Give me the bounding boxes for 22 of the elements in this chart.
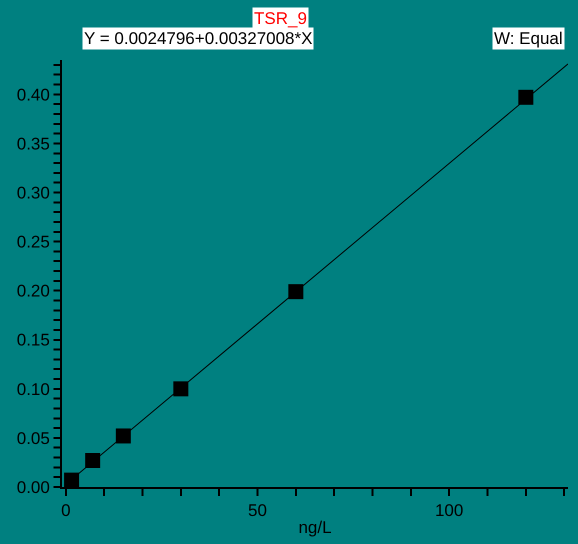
point xyxy=(288,284,304,300)
y-tick-label: 0.15 xyxy=(16,330,50,350)
point xyxy=(173,381,188,396)
y-tick-label: 0.05 xyxy=(16,428,50,448)
text: Y = 0.0024796+0.00327008*X xyxy=(84,29,312,48)
x-tick-label: 50 xyxy=(248,501,267,520)
x-tick-label: 100 xyxy=(434,501,464,520)
y-tick-label: 0.30 xyxy=(16,183,50,202)
text: W: Equal xyxy=(494,29,563,48)
y-tick-label: 0.35 xyxy=(16,134,50,154)
point xyxy=(85,453,100,468)
chart-title: TSR_9 xyxy=(254,9,307,28)
y-tick-label: 0.25 xyxy=(16,232,50,252)
point xyxy=(116,428,131,444)
point xyxy=(518,90,534,105)
y-tick-label: 0.40 xyxy=(16,85,50,104)
y-tick-label: 0.20 xyxy=(16,282,50,301)
x-axis-title: ng/L xyxy=(298,518,332,538)
y-tick-label: 0.00 xyxy=(16,478,50,497)
x-tick-label: 0 xyxy=(61,501,71,520)
y-tick-label: 0.10 xyxy=(16,380,50,399)
point xyxy=(64,472,80,488)
